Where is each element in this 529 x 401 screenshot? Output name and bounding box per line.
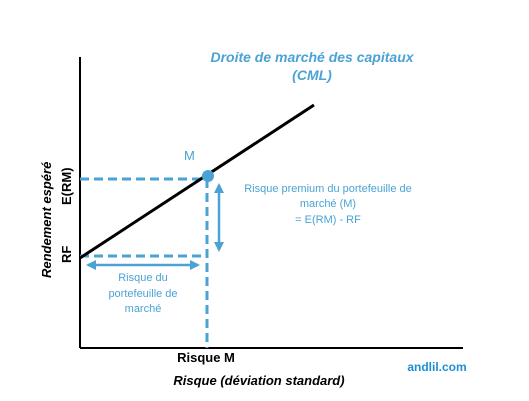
x-axis-label: Risque (déviation standard) bbox=[173, 373, 344, 388]
point-label-m: M bbox=[184, 148, 195, 163]
y-tick-erm: E(RM) bbox=[59, 167, 74, 205]
risk-premium-text-line2: marché (M) bbox=[300, 198, 356, 210]
market-risk-text-line2: portefeuille de bbox=[108, 288, 177, 300]
market-risk-text-line3: marché bbox=[125, 303, 162, 315]
market-risk-text-line1: Risque du bbox=[118, 272, 168, 284]
risk-premium-text-line1: Risque premium du portefeuille de bbox=[244, 183, 412, 195]
y-axis-label: Rendement espéré bbox=[39, 162, 54, 278]
market-portfolio-point bbox=[202, 170, 214, 182]
diagram-title-line1: Droite de marché des capitaux bbox=[210, 49, 414, 65]
y-tick-rf: RF bbox=[59, 246, 74, 263]
brand-logo-text: andlil.com bbox=[407, 360, 466, 374]
x-tick-risk-m: Risque M bbox=[177, 350, 235, 365]
cml-line bbox=[79, 103, 315, 260]
diagram-title-line2: (CML) bbox=[292, 67, 332, 83]
risk-premium-text-line3: = E(RM) - RF bbox=[295, 214, 361, 226]
